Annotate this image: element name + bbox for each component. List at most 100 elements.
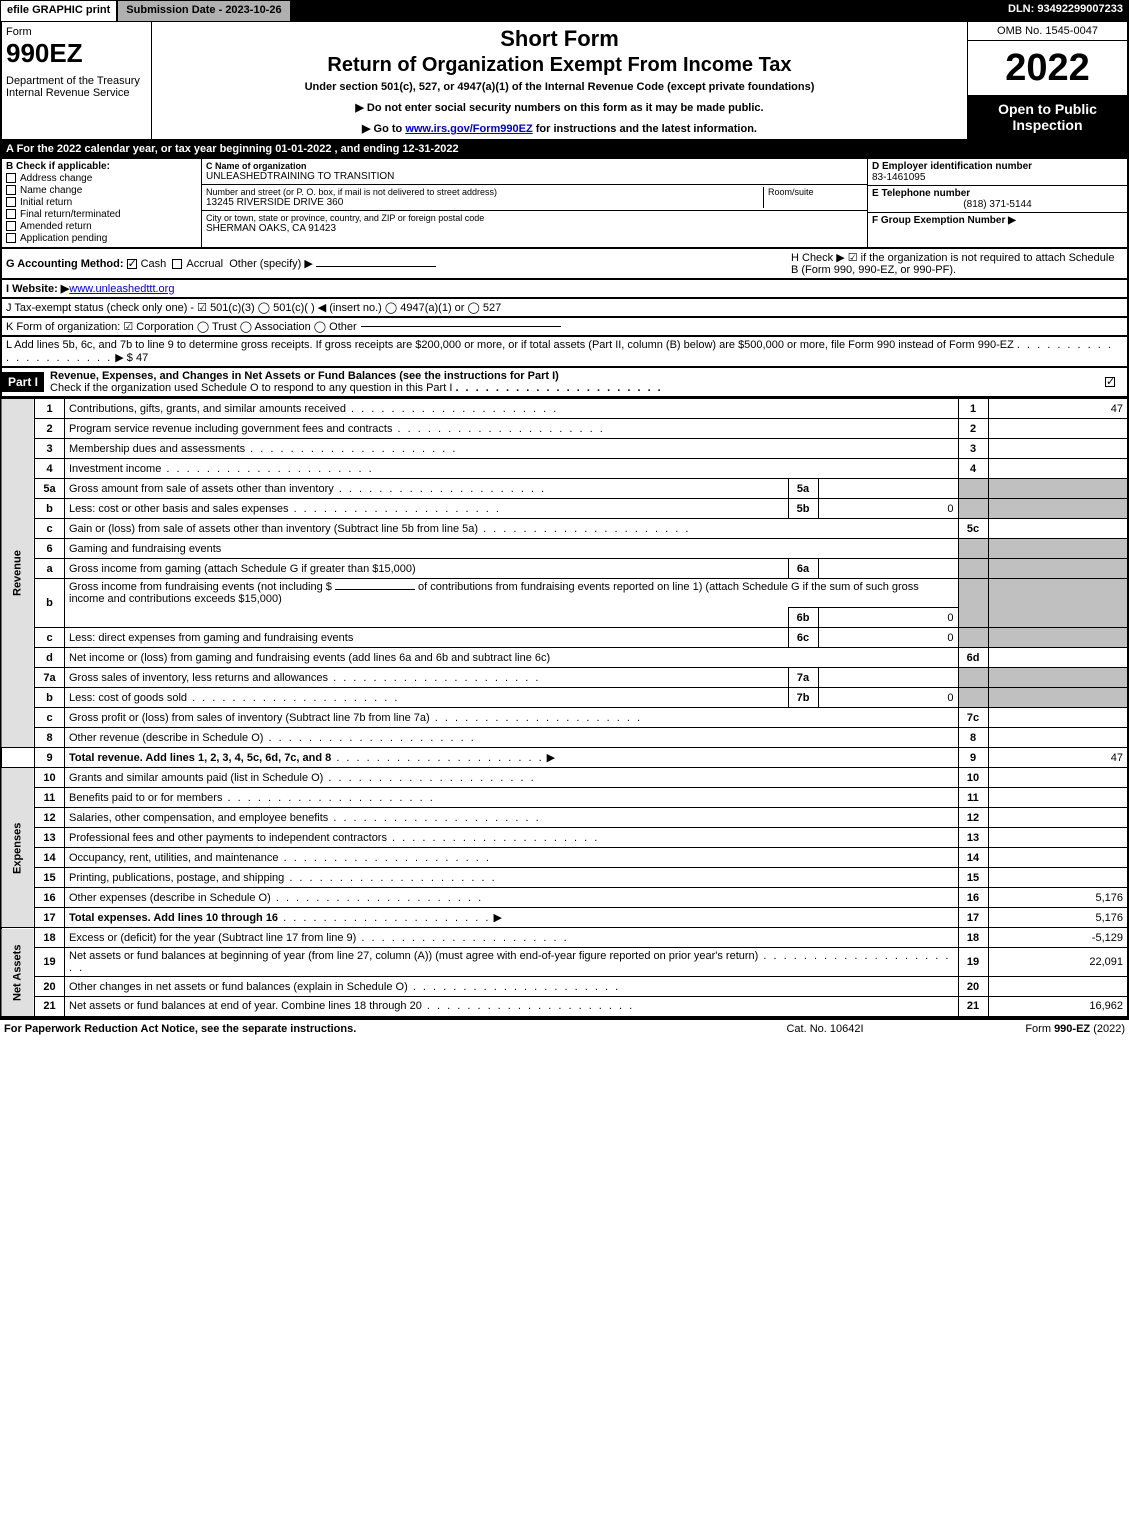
check-label: Address change [20,173,92,184]
dots [430,712,642,724]
line-num: b [35,688,65,708]
line-desc: Total expenses. Add lines 10 through 16 … [65,908,959,928]
sub-label: 5b [788,499,818,519]
line-num: c [35,519,65,539]
table-row: c Gain or (loss) from sale of assets oth… [1,519,1128,539]
part-1-check-text: Check if the organization used Schedule … [50,382,452,394]
line-desc: Less: cost or other basis and sales expe… [65,499,789,519]
amount [988,808,1128,828]
desc-text-1: Gross income from fundraising events (no… [69,581,332,593]
line-desc-continued [65,608,789,628]
col-num: 1 [958,399,988,419]
amount [988,868,1128,888]
top-bar: efile GRAPHIC print Submission Date - 20… [0,0,1129,22]
part-1-dots [455,382,662,394]
line-desc: Other expenses (describe in Schedule O) [65,888,959,908]
phone-label: E Telephone number [872,188,1123,199]
revenue-side-label: Revenue [1,399,35,748]
netassets-side-label: Net Assets [1,928,35,1017]
dots [245,443,457,455]
dots [356,932,568,944]
check-initial-return[interactable]: Initial return [6,197,197,208]
desc-text: Gross amount from sale of assets other t… [69,483,334,495]
table-row: Expenses 10 Grants and similar amounts p… [1,768,1128,788]
part-1-label: Part I [2,372,44,392]
dots [387,832,599,844]
col-num: 15 [958,868,988,888]
line-desc: Excess or (deficit) for the year (Subtra… [65,928,959,948]
desc-text: Investment income [69,463,161,475]
line-desc: Contributions, gifts, grants, and simila… [65,399,959,419]
city-row: City or town, state or province, country… [202,211,867,236]
desc-text: Printing, publications, postage, and shi… [69,872,284,884]
col-num: 16 [958,888,988,908]
dots [323,772,535,784]
form-number: 990EZ [6,38,147,69]
desc-text: Benefits paid to or for members [69,792,222,804]
line-desc: Total revenue. Add lines 1, 2, 3, 4, 5c,… [65,748,959,768]
group-exemption-label: F Group Exemption Number ▶ [872,215,1123,226]
row-i: I Website: ▶ www.unleashedttt.org [0,280,1129,299]
desc-text: Net assets or fund balances at end of ye… [69,1000,422,1012]
col-num: 13 [958,828,988,848]
checkbox-icon [6,173,16,183]
line-desc: Professional fees and other payments to … [65,828,959,848]
table-row: 7a Gross sales of inventory, less return… [1,668,1128,688]
g-label: G Accounting Method: [6,258,124,270]
line-desc: Occupancy, rent, utilities, and maintena… [65,848,959,868]
amount [988,648,1128,668]
ein-value: 83-1461095 [872,172,1123,183]
col-num: 8 [958,728,988,748]
check-application-pending[interactable]: Application pending [6,233,197,244]
subtitle: Under section 501(c), 527, or 4947(a)(1)… [160,81,959,93]
table-row: b Less: cost of goods sold 7b 0 [1,688,1128,708]
row-k: K Form of organization: ☑ Corporation ◯ … [0,318,1129,337]
row-j: J Tax-exempt status (check only one) - ☑… [0,299,1129,318]
amount [988,848,1128,868]
line-num: c [35,708,65,728]
check-amended-return[interactable]: Amended return [6,221,197,232]
irs-link[interactable]: www.irs.gov/Form990EZ [405,123,532,135]
table-row: 11 Benefits paid to or for members 11 [1,788,1128,808]
footer-right: Form 990-EZ (2022) [925,1023,1125,1035]
l-amount: 47 [136,352,148,364]
website-link[interactable]: www.unleashedttt.org [69,283,174,295]
section-b-label: B Check if applicable: [6,161,197,172]
line-desc: Program service revenue including govern… [65,419,959,439]
irs-label: Internal Revenue Service [6,87,147,99]
expenses-side-label: Expenses [1,768,35,928]
table-row: 20 Other changes in net assets or fund b… [1,977,1128,997]
line-desc: Less: cost of goods sold [65,688,789,708]
check-name-change[interactable]: Name change [6,185,197,196]
check-label: Final return/terminated [20,209,121,220]
l-text: L Add lines 5b, 6c, and 7b to line 9 to … [6,339,1014,351]
col-num: 18 [958,928,988,948]
check-final-return[interactable]: Final return/terminated [6,209,197,220]
line-num: b [35,499,65,519]
dept-treasury: Department of the Treasury [6,75,147,87]
dots [346,403,558,415]
city-value: SHERMAN OAKS, CA 91423 [206,223,863,234]
col-num: 11 [958,788,988,808]
line-num: 20 [35,977,65,997]
part-1-title: Revenue, Expenses, and Changes in Net As… [44,368,1097,396]
amount [988,419,1128,439]
table-row: 9 Total revenue. Add lines 1, 2, 3, 4, 5… [1,748,1128,768]
part-1-checkbox[interactable] [1097,376,1127,388]
sub-label: 5a [788,479,818,499]
section-c: C Name of organization UNLEASHEDTRAINING… [202,159,867,247]
line-num: 6 [35,539,65,559]
dots [279,852,491,864]
efile-print-label[interactable]: efile GRAPHIC print [0,0,117,22]
desc-text: Less: cost or other basis and sales expe… [69,503,289,515]
check-address-change[interactable]: Address change [6,173,197,184]
line-num: 3 [35,439,65,459]
col-num: 14 [958,848,988,868]
col-num: 21 [958,997,988,1017]
line-desc: Gross income from gaming (attach Schedul… [65,559,789,579]
amount [988,788,1128,808]
line-num: 1 [35,399,65,419]
dots [278,912,490,924]
shaded-cell [988,579,1128,628]
dots [478,523,690,535]
